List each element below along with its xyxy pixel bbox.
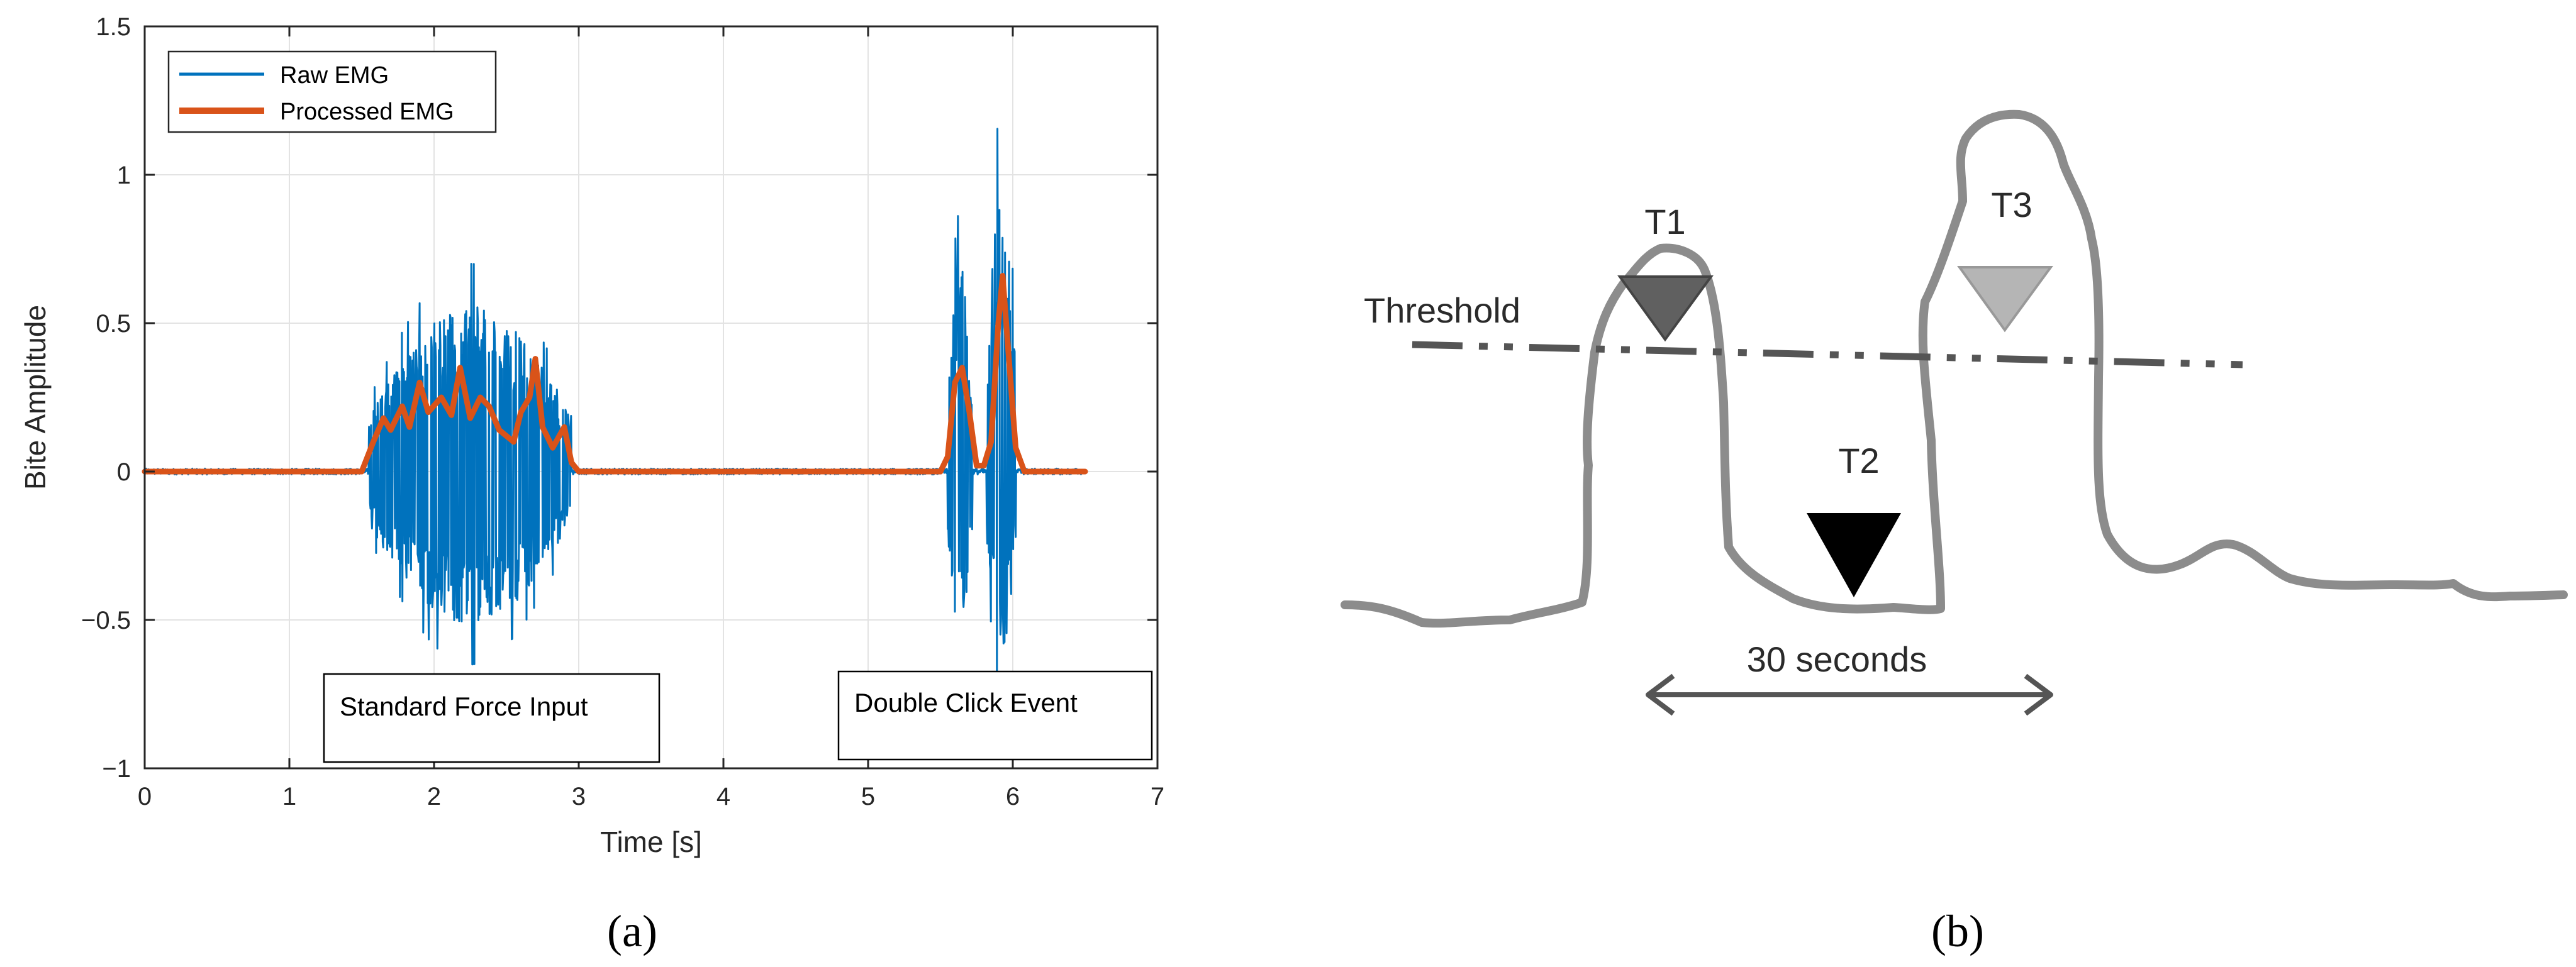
- y-tick-labels: 1.5 1 0.5 0 −0.5 −1: [81, 13, 131, 783]
- annotation-box: [323, 673, 661, 763]
- y-tick-label: 0: [117, 458, 131, 486]
- panel-label-b: (b): [1931, 906, 1984, 956]
- annotation-double-click: Double Click Event: [837, 670, 1153, 761]
- annotation-text: Standard Force Input: [340, 692, 588, 721]
- interval-arrow: [1646, 673, 2053, 716]
- y-tick-label: −0.5: [81, 607, 131, 634]
- y-tick-label: 0.5: [96, 310, 131, 338]
- interval-label: 30 seconds: [1747, 639, 1927, 679]
- y-tick-label: 1.5: [96, 13, 131, 41]
- marker-label-t3: T3: [1991, 185, 2032, 224]
- panel-label-a: (a): [607, 906, 657, 956]
- y-tick-label: 1: [117, 162, 131, 189]
- plot-frame: [143, 25, 1159, 770]
- x-tick-label: 2: [427, 783, 441, 810]
- legend-label-processed: Processed EMG: [280, 99, 454, 125]
- legend-box: [167, 50, 497, 133]
- x-tick-label: 0: [138, 783, 152, 810]
- x-tick-label: 3: [572, 783, 586, 810]
- x-tick-label: 1: [282, 783, 296, 810]
- marker-label-t2: T2: [1838, 441, 1879, 480]
- marker-t2-triangle: [1807, 513, 1901, 597]
- marker-label-t1: T1: [1644, 202, 1685, 241]
- legend-label-raw: Raw EMG: [280, 62, 389, 89]
- chart-panel-a: 0 1 2 3 4 5 6 7 1.5 1 0.5 0 −0.5 −1 Time [s] Bite Am…: [19, 13, 1164, 956]
- marker-t3-triangle: [1957, 266, 2053, 333]
- processed-emg-line: [142, 273, 1088, 475]
- marker-t1-triangle: [1617, 275, 1714, 342]
- y-tick-label: −1: [102, 755, 131, 783]
- arrowhead-left: [1646, 673, 1675, 716]
- arrowhead-right: [2024, 673, 2053, 716]
- series-processed-emg: [142, 273, 1088, 475]
- axis-ticks: [143, 25, 1159, 770]
- sketch-panel-b: Threshold T1 T2 T3 30 seconds (b): [1341, 109, 2568, 956]
- y-axis-label: Bite Amplitude: [19, 305, 52, 490]
- x-axis-label: Time [s]: [600, 826, 702, 858]
- x-tick-label: 5: [861, 783, 875, 810]
- x-tick-label: 4: [716, 783, 730, 810]
- annotation-standard-force: Standard Force Input: [323, 673, 661, 763]
- annotation-box: [837, 670, 1153, 761]
- legend: Raw EMG Processed EMG: [167, 50, 497, 133]
- x-tick-labels: 0 1 2 3 4 5 6 7: [138, 783, 1164, 810]
- threshold-line: [1412, 341, 2243, 368]
- x-tick-label: 6: [1006, 783, 1020, 810]
- annotation-text: Double Click Event: [854, 688, 1078, 717]
- threshold-label: Threshold: [1364, 290, 1520, 330]
- signal-curve: [1341, 109, 2568, 628]
- x-tick-label: 7: [1151, 783, 1164, 810]
